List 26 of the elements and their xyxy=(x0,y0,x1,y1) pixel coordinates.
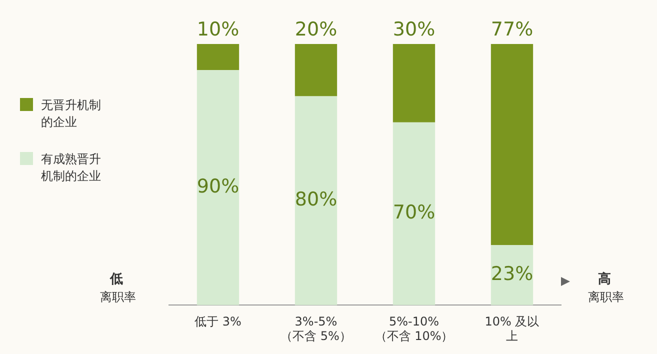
bar xyxy=(392,44,436,122)
x-tick-label: 3%-5% （不含 5%） xyxy=(280,314,352,343)
bar xyxy=(196,70,240,306)
data-label: 77% xyxy=(490,18,534,40)
x-tick-label: 10% 及以上 xyxy=(484,314,540,343)
bar xyxy=(392,122,436,306)
data-label: 90% xyxy=(196,176,240,198)
bar xyxy=(294,96,338,306)
data-label: 30% xyxy=(392,18,436,40)
bar xyxy=(490,245,534,306)
text: 离职率 xyxy=(588,289,624,305)
data-label: 80% xyxy=(294,188,338,211)
text: 离职率 xyxy=(100,289,136,305)
data-label: 70% xyxy=(392,202,436,224)
bar xyxy=(490,44,534,246)
text: 低 xyxy=(110,272,123,288)
legend-label: 有成熟晋升机制的企业 xyxy=(41,151,102,185)
data-label: 23% xyxy=(490,263,534,286)
legend-label: 无晋升机制的企业 xyxy=(41,97,102,131)
data-label: 10% xyxy=(196,18,240,40)
bar xyxy=(294,44,338,96)
bar xyxy=(196,44,240,70)
data-label: 20% xyxy=(294,18,338,40)
x-tick-label: 低于 3% xyxy=(194,314,242,329)
text: 高 xyxy=(598,272,611,288)
x-tick-label: 5%-10% （不含 10%） xyxy=(374,314,454,343)
